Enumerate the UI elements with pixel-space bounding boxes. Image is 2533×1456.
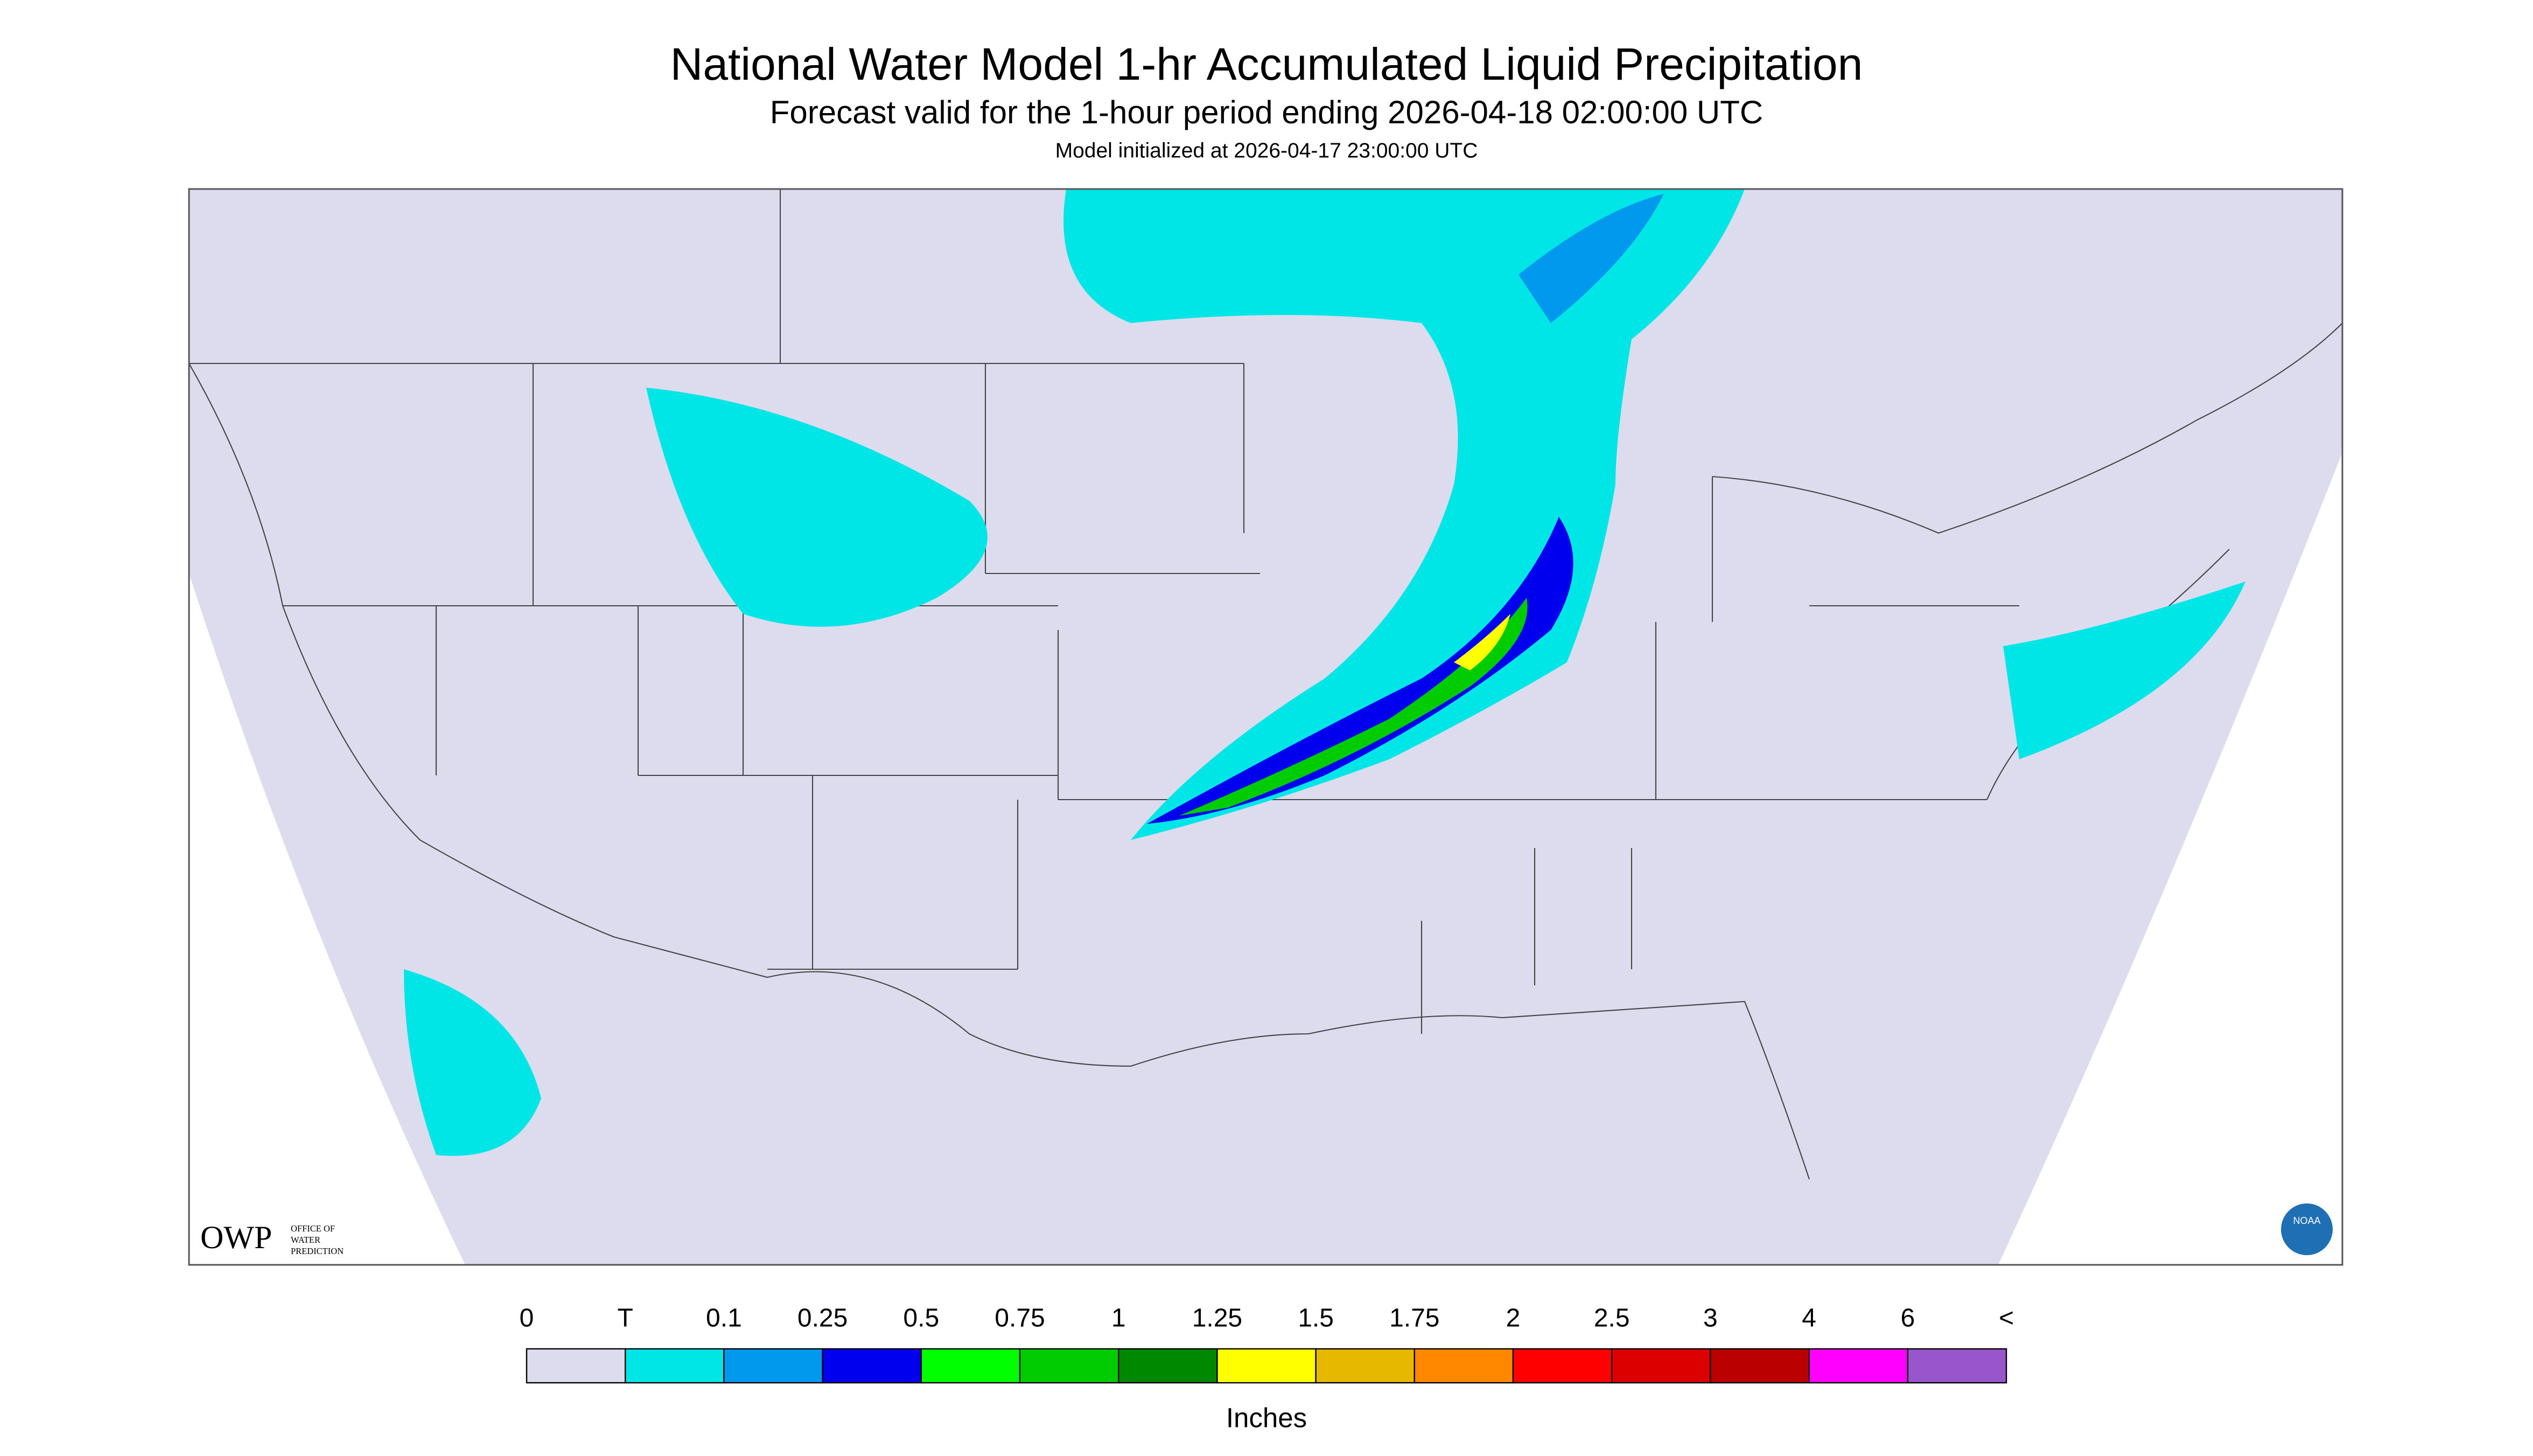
title: National Water Model 1-hr Accumulated Li… [670,39,1863,89]
precip-areas [404,189,2245,1156]
legend-tick-label: 6 [1900,1304,1915,1333]
legend-tick-label: 0 [520,1304,534,1333]
legend-swatch [1710,1348,1810,1384]
map: OWP OFFICE OF WATER PREDICTION NOAA [188,188,2343,1266]
legend-tick-label: 1.25 [1192,1304,1242,1333]
legend-unit: Inches [1226,1402,1307,1433]
legend-tick-label: 0.5 [903,1304,939,1333]
owp-line: PREDICTION [291,1246,344,1256]
owp-line: WATER [291,1235,320,1245]
legend-swatch [526,1348,626,1384]
legend-tick-label: 2 [1506,1304,1521,1333]
legend-tick-label: 4 [1802,1304,1816,1333]
legend-tick-label: T [618,1304,633,1333]
legend-swatch [1907,1348,2007,1384]
legend-tick-label: 0.1 [706,1304,742,1333]
legend: 0 T 0.1 0.25 0.5 0.75 1 1.25 1.5 1.75 2 2.5 3 4 6 < [520,1304,2014,1384]
legend-tick-label: 1.5 [1298,1304,1334,1333]
owp-logo: OWP [200,1220,272,1255]
legend-tick-label: 0.75 [995,1304,1045,1333]
noaa-text: NOAA [2293,1215,2320,1226]
legend-swatch [1019,1348,1119,1384]
legend-tick-label: 1 [1111,1304,1126,1333]
legend-swatch [625,1348,725,1384]
legend-tick-label: 3 [1703,1304,1718,1333]
legend-tick-label: 1.75 [1389,1304,1439,1333]
legend-swatch [1315,1348,1415,1384]
owp-line: OFFICE OF [291,1223,335,1234]
legend-swatch [1216,1348,1317,1384]
legend-swatch [1808,1348,1909,1384]
legend-swatch [1611,1348,1711,1384]
legend-swatch [1118,1348,1218,1384]
noaa-logo [2281,1203,2333,1256]
init-time: Model initialized at 2026-04-17 23:00:00… [1055,139,1478,162]
legend-swatch [822,1348,922,1384]
legend-tick-label: 0.25 [797,1304,848,1333]
legend-swatch [1512,1348,1613,1384]
legend-tick-label: < [1999,1304,2014,1333]
subtitle: Forecast valid for the 1-hour period end… [770,94,1763,130]
map-frame [188,188,2343,1266]
legend-swatch [1414,1348,1514,1384]
legend-swatch [920,1348,1021,1384]
legend-swatch [723,1348,823,1384]
legend-tick-label: 2.5 [1594,1304,1630,1333]
